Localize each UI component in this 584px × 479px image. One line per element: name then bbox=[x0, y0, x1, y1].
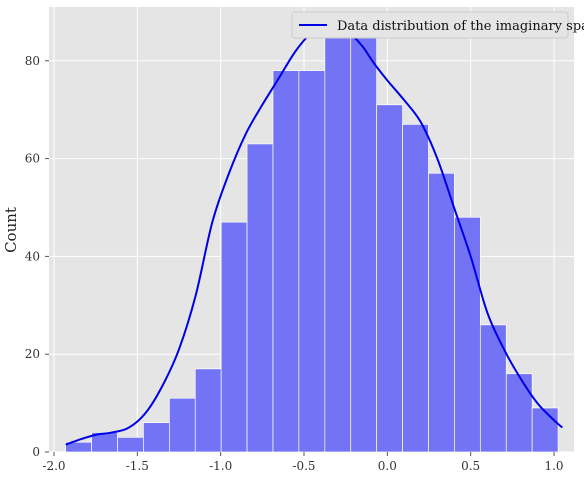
legend: Data distribution of the imaginary space bbox=[291, 11, 584, 39]
histogram-bar bbox=[117, 436, 144, 453]
histogram-bar bbox=[376, 104, 403, 453]
histogram-bar bbox=[298, 70, 326, 453]
histogram-bars bbox=[65, 11, 559, 453]
y-axis-title: Count bbox=[2, 207, 20, 253]
y-tick-label: 0 bbox=[32, 445, 40, 459]
histogram-bar bbox=[324, 11, 352, 453]
legend-label: Data distribution of the imaginary space bbox=[337, 19, 584, 34]
x-tick-label: -1.5 bbox=[126, 459, 149, 473]
histogram-bar bbox=[220, 221, 248, 453]
x-tick-label: -0.5 bbox=[292, 459, 315, 473]
y-tick-label: 60 bbox=[25, 152, 40, 166]
histogram-bar bbox=[168, 397, 196, 453]
histogram-bar bbox=[194, 368, 222, 453]
histogram-bar bbox=[454, 216, 481, 453]
histogram-bar bbox=[505, 373, 533, 453]
histogram-bar bbox=[428, 172, 455, 453]
x-tick-label: 0.5 bbox=[461, 459, 480, 473]
x-tick-label: 0.0 bbox=[378, 459, 397, 473]
y-tick-label: 20 bbox=[25, 347, 40, 361]
histogram-bar bbox=[143, 422, 170, 453]
x-tick-label: -2.0 bbox=[42, 459, 65, 473]
y-tick-label: 40 bbox=[25, 249, 40, 263]
y-tick-label: 80 bbox=[25, 54, 40, 68]
x-axis-ticks: -2.0 -1.5 -1.0 -0.5 0.0 0.5 1.0 bbox=[42, 452, 564, 473]
x-tick-label: 1.0 bbox=[544, 459, 563, 473]
histogram-bar bbox=[350, 16, 378, 453]
histogram-bar bbox=[272, 70, 300, 453]
x-tick-label: -1.0 bbox=[209, 459, 232, 473]
histogram-bar bbox=[246, 143, 274, 453]
histogram-bar bbox=[531, 407, 559, 453]
y-axis-ticks: 0 20 40 60 80 bbox=[25, 54, 49, 459]
histogram-bar bbox=[402, 124, 429, 453]
legend-box bbox=[291, 11, 569, 39]
